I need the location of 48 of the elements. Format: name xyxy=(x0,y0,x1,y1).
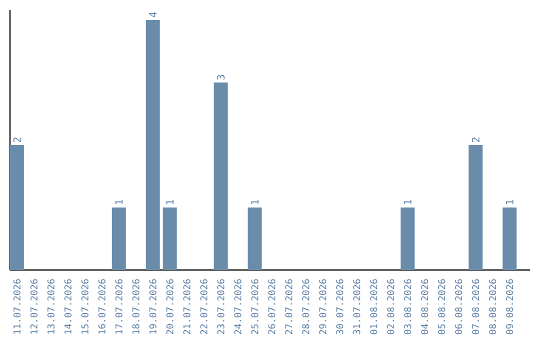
x-tick-label: 28.07.2026 xyxy=(302,279,310,334)
x-tick-label: 20.07.2026 xyxy=(166,279,174,334)
x-tick-label: 14.07.2026 xyxy=(64,279,72,334)
bar xyxy=(214,82,228,270)
bar xyxy=(146,20,160,270)
bar xyxy=(10,145,24,270)
data-label: 3 xyxy=(217,74,225,80)
x-tick-label: 07.08.2026 xyxy=(472,279,480,334)
data-label: 4 xyxy=(149,12,157,18)
x-tick-label: 22.07.2026 xyxy=(200,279,208,334)
x-tick-label: 09.08.2026 xyxy=(506,279,514,334)
x-tick-label: 06.08.2026 xyxy=(455,279,462,334)
x-tick-label: 16.07.2026 xyxy=(98,279,106,334)
x-tick-label: 21.07.2026 xyxy=(183,279,190,334)
data-label: 2 xyxy=(13,138,21,142)
x-tick-label: 13.07.2026 xyxy=(47,279,54,334)
x-tick-label: 18.07.2026 xyxy=(132,279,140,334)
x-tick-label: 11.07.2026 xyxy=(13,279,20,334)
x-tick-label: 08.08.2026 xyxy=(489,279,496,334)
bar xyxy=(112,208,126,270)
data-label: 1 xyxy=(115,200,123,204)
x-tick-label: 17.07.2026 xyxy=(115,279,122,334)
x-tick-label: 26.07.2026 xyxy=(268,279,276,334)
x-tick-label: 25.07.2026 xyxy=(251,279,258,334)
x-tick-label: 30.07.2026 xyxy=(336,279,344,334)
x-tick-label: 19.07.2026 xyxy=(149,279,156,334)
data-label: 2 xyxy=(472,138,480,142)
x-tick-label: 31.07.2026 xyxy=(353,279,360,334)
bar xyxy=(248,208,262,270)
data-label: 1 xyxy=(404,200,412,204)
data-label: 1 xyxy=(251,200,258,204)
x-tick-label: 05.08.2026 xyxy=(438,279,446,334)
data-label: 1 xyxy=(166,200,174,204)
bar xyxy=(468,145,483,270)
bar xyxy=(502,208,517,270)
x-tick-label: 01.08.2026 xyxy=(370,279,378,334)
x-tick-label: 23.07.2026 xyxy=(217,279,224,334)
x-tick-label: 12.07.2026 xyxy=(30,279,38,334)
x-tick-label: 24.07.2026 xyxy=(234,279,242,334)
x-tick-label: 03.08.2026 xyxy=(404,279,412,334)
x-tick-label: 29.07.2026 xyxy=(319,279,326,334)
bar xyxy=(400,208,415,270)
bar xyxy=(162,208,177,270)
x-tick-label: 27.07.2026 xyxy=(285,279,292,334)
data-label: 1 xyxy=(506,200,514,204)
x-tick-label: 04.08.2026 xyxy=(421,279,428,334)
x-tick-label: 15.07.2026 xyxy=(81,279,88,334)
x-tick-label: 02.08.2026 xyxy=(387,279,394,334)
